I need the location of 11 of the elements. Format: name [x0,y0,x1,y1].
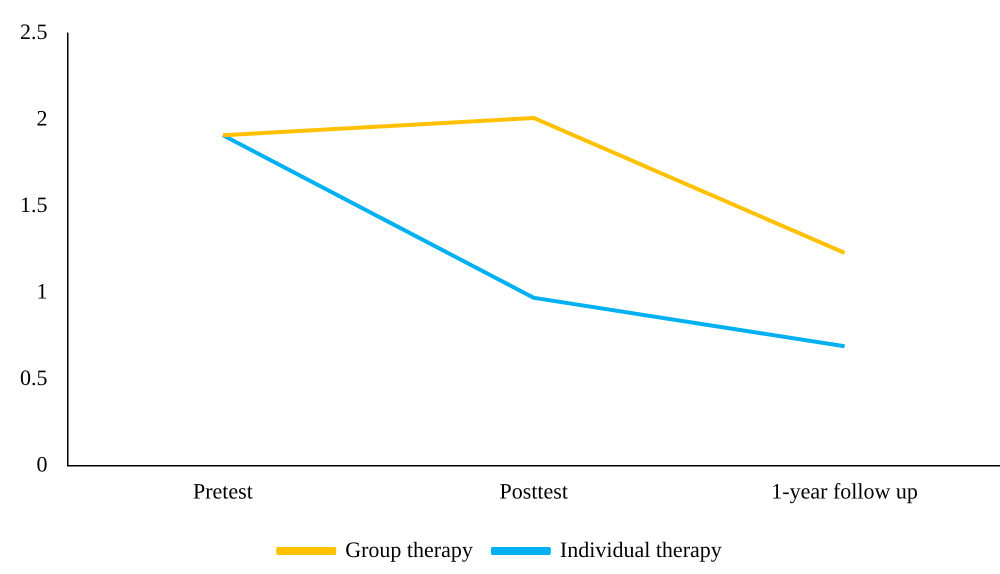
y-tick-label: 2.5 [20,18,48,44]
y-tick-label: 2 [36,105,48,130]
y-tick-label: 0.5 [20,364,48,390]
y-tick-label: 0 [36,451,48,476]
y-tick-label: 1 [36,278,48,304]
legend-label: Group therapy [345,536,473,562]
x-tick-label: 1-year follow up [771,478,918,504]
y-tick-label: 1.5 [20,192,48,217]
x-tick-label: Pretest [192,478,253,504]
legend-label: Individual therapy [560,536,722,562]
x-tick-label: Posttest [500,478,568,504]
